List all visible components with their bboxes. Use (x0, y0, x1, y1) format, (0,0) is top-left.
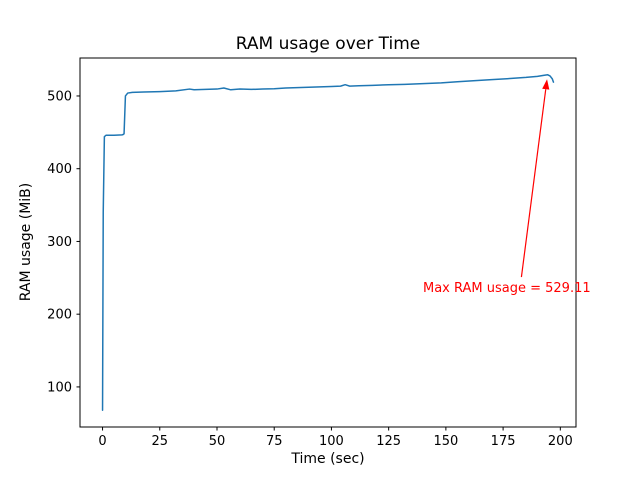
ram-usage-line (101, 74, 555, 411)
x-tick-label: 150 (433, 434, 458, 449)
x-tick-label: 100 (319, 434, 344, 449)
plot-frame (79, 57, 577, 428)
x-tick-label: 125 (376, 434, 401, 449)
x-tick-label: 0 (98, 434, 106, 449)
x-tick-label: 50 (209, 434, 226, 449)
y-tick-label: 400 (47, 162, 72, 177)
x-tick-label: 200 (548, 434, 573, 449)
annotation-arrow-line (520, 89, 547, 278)
x-tick-label: 175 (491, 434, 516, 449)
y-tick-label: 300 (47, 235, 72, 250)
x-tick-label: 75 (266, 434, 283, 449)
max-ram-annotation: Max RAM usage = 529.11 (422, 281, 591, 297)
x-tick-label: 25 (151, 434, 168, 449)
chart-title: RAM usage over Time (235, 34, 421, 54)
y-tick-label: 200 (47, 308, 72, 323)
y-tick-label: 500 (47, 89, 72, 104)
y-axis-label: RAM usage (MiB) (18, 182, 34, 302)
y-tick-label: 100 (47, 380, 72, 395)
x-axis-label: Time (sec) (291, 451, 365, 467)
annotation-arrow-head (542, 79, 550, 90)
